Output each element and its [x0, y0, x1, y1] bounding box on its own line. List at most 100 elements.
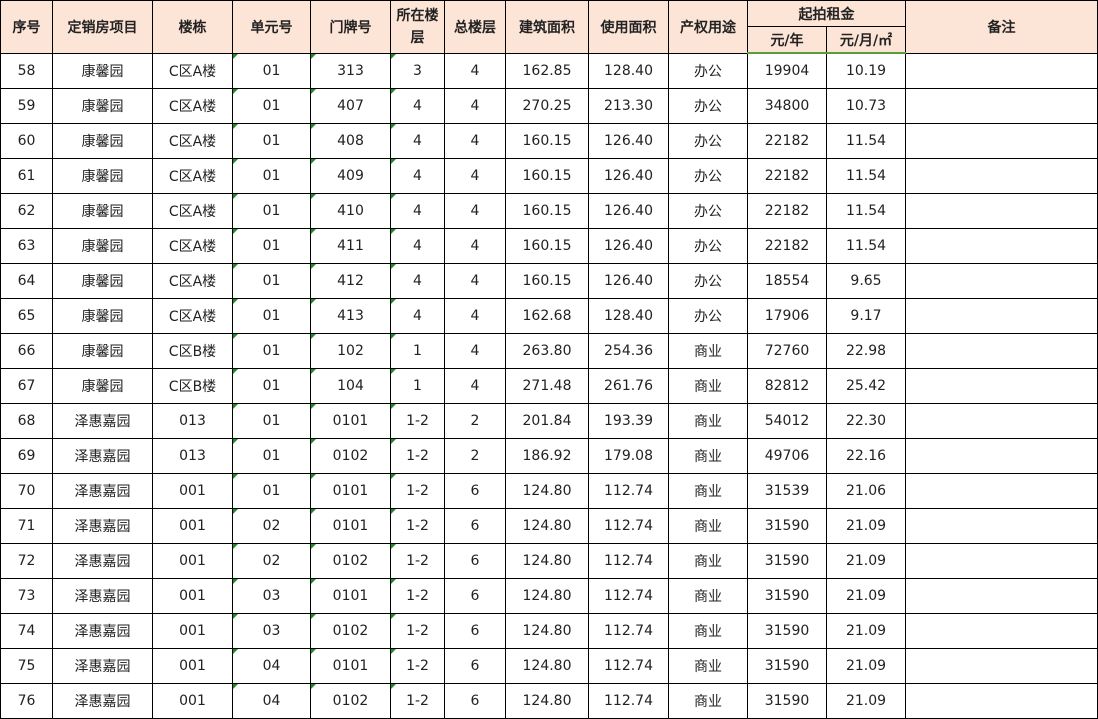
cell-building[interactable]: 001	[152, 473, 233, 509]
cell-rent-month[interactable]: 21.09	[826, 613, 906, 649]
cell-door[interactable]: 412	[310, 263, 391, 299]
cell-rent-month[interactable]: 21.09	[826, 543, 906, 579]
header-use-area[interactable]: 使用面积	[588, 0, 669, 54]
cell-remark[interactable]	[905, 438, 1098, 474]
cell-build-area[interactable]: 160.15	[505, 123, 589, 159]
cell-rent-year[interactable]: 17906	[747, 298, 827, 334]
cell-floor[interactable]: 1-2	[390, 508, 445, 544]
cell-project[interactable]: 康馨园	[52, 263, 153, 299]
cell-rent-year[interactable]: 22182	[747, 193, 827, 229]
cell-usage[interactable]: 商业	[668, 648, 748, 684]
header-remark[interactable]: 备注	[905, 0, 1098, 54]
cell-building[interactable]: C区A楼	[152, 193, 233, 229]
cell-project[interactable]: 泽惠嘉园	[52, 473, 153, 509]
cell-unit[interactable]: 01	[232, 123, 311, 159]
cell-door[interactable]: 408	[310, 123, 391, 159]
cell-rent-month[interactable]: 22.98	[826, 333, 906, 369]
cell-floor[interactable]: 1-2	[390, 403, 445, 439]
cell-unit[interactable]: 01	[232, 263, 311, 299]
cell-rent-year[interactable]: 31590	[747, 508, 827, 544]
cell-floor[interactable]: 1	[390, 333, 445, 369]
cell-total-floors[interactable]: 2	[444, 438, 506, 474]
cell-door[interactable]: 409	[310, 158, 391, 194]
cell-rent-year[interactable]: 31590	[747, 543, 827, 579]
cell-total-floors[interactable]: 4	[444, 228, 506, 264]
cell-building[interactable]: C区A楼	[152, 263, 233, 299]
cell-remark[interactable]	[905, 52, 1098, 89]
cell-seq[interactable]: 72	[0, 543, 53, 579]
cell-use-area[interactable]: 112.74	[588, 648, 669, 684]
cell-unit[interactable]: 01	[232, 438, 311, 474]
cell-project[interactable]: 康馨园	[52, 158, 153, 194]
cell-floor[interactable]: 4	[390, 158, 445, 194]
cell-door[interactable]: 407	[310, 88, 391, 124]
cell-rent-month[interactable]: 21.09	[826, 683, 906, 719]
cell-rent-year[interactable]: 72760	[747, 333, 827, 369]
cell-seq[interactable]: 68	[0, 403, 53, 439]
cell-remark[interactable]	[905, 543, 1098, 579]
cell-rent-month[interactable]: 11.54	[826, 228, 906, 264]
cell-use-area[interactable]: 112.74	[588, 683, 669, 719]
cell-use-area[interactable]: 213.30	[588, 88, 669, 124]
cell-use-area[interactable]: 128.40	[588, 298, 669, 334]
cell-project[interactable]: 康馨园	[52, 368, 153, 404]
cell-unit[interactable]: 01	[232, 88, 311, 124]
cell-seq[interactable]: 70	[0, 473, 53, 509]
cell-door[interactable]: 411	[310, 228, 391, 264]
cell-use-area[interactable]: 128.40	[588, 52, 669, 89]
cell-seq[interactable]: 71	[0, 508, 53, 544]
cell-project[interactable]: 康馨园	[52, 333, 153, 369]
cell-project[interactable]: 泽惠嘉园	[52, 543, 153, 579]
cell-floor[interactable]: 1-2	[390, 473, 445, 509]
cell-project[interactable]: 泽惠嘉园	[52, 613, 153, 649]
cell-build-area[interactable]: 160.15	[505, 158, 589, 194]
cell-rent-year[interactable]: 34800	[747, 88, 827, 124]
cell-door[interactable]: 0101	[310, 648, 391, 684]
cell-building[interactable]: 001	[152, 648, 233, 684]
header-rent[interactable]: 起拍租金	[747, 0, 906, 27]
cell-seq[interactable]: 69	[0, 438, 53, 474]
cell-building[interactable]: C区A楼	[152, 52, 233, 89]
cell-usage[interactable]: 办公	[668, 123, 748, 159]
cell-build-area[interactable]: 162.85	[505, 52, 589, 89]
cell-usage[interactable]: 商业	[668, 578, 748, 614]
cell-usage[interactable]: 办公	[668, 298, 748, 334]
cell-remark[interactable]	[905, 613, 1098, 649]
cell-remark[interactable]	[905, 298, 1098, 334]
cell-build-area[interactable]: 124.80	[505, 543, 589, 579]
cell-building[interactable]: C区B楼	[152, 368, 233, 404]
cell-floor[interactable]: 4	[390, 193, 445, 229]
cell-project[interactable]: 泽惠嘉园	[52, 508, 153, 544]
cell-rent-month[interactable]: 21.06	[826, 473, 906, 509]
cell-project[interactable]: 康馨园	[52, 228, 153, 264]
cell-building[interactable]: C区A楼	[152, 228, 233, 264]
cell-remark[interactable]	[905, 228, 1098, 264]
cell-build-area[interactable]: 271.48	[505, 368, 589, 404]
cell-door[interactable]: 0101	[310, 473, 391, 509]
cell-usage[interactable]: 商业	[668, 683, 748, 719]
header-usage[interactable]: 产权用途	[668, 0, 748, 54]
cell-rent-month[interactable]: 11.54	[826, 158, 906, 194]
cell-unit[interactable]: 04	[232, 648, 311, 684]
cell-build-area[interactable]: 270.25	[505, 88, 589, 124]
cell-rent-year[interactable]: 18554	[747, 263, 827, 299]
cell-project[interactable]: 康馨园	[52, 123, 153, 159]
cell-floor[interactable]: 1-2	[390, 438, 445, 474]
cell-floor[interactable]: 1-2	[390, 543, 445, 579]
header-total-floors[interactable]: 总楼层	[444, 0, 506, 54]
cell-building[interactable]: 001	[152, 683, 233, 719]
cell-project[interactable]: 泽惠嘉园	[52, 578, 153, 614]
cell-seq[interactable]: 59	[0, 88, 53, 124]
cell-rent-year[interactable]: 49706	[747, 438, 827, 474]
cell-floor[interactable]: 4	[390, 298, 445, 334]
cell-seq[interactable]: 73	[0, 578, 53, 614]
header-rent-month[interactable]: 元/月/㎡	[826, 26, 906, 54]
cell-build-area[interactable]: 124.80	[505, 508, 589, 544]
cell-seq[interactable]: 66	[0, 333, 53, 369]
cell-rent-year[interactable]: 22182	[747, 228, 827, 264]
cell-total-floors[interactable]: 6	[444, 473, 506, 509]
cell-usage[interactable]: 办公	[668, 228, 748, 264]
cell-use-area[interactable]: 126.40	[588, 193, 669, 229]
cell-use-area[interactable]: 179.08	[588, 438, 669, 474]
cell-project[interactable]: 康馨园	[52, 88, 153, 124]
